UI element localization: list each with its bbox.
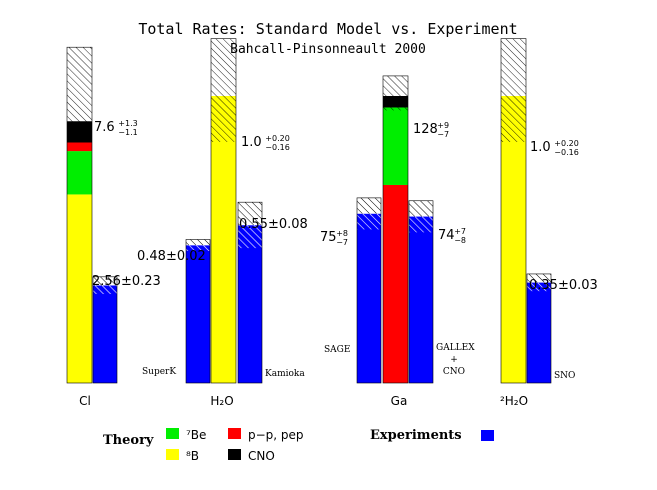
experiment-error-upper-hatch — [527, 273, 551, 283]
experiment-name-sage: SAGE — [324, 345, 350, 355]
experiment-error-lower-hatch — [527, 282, 551, 292]
experiment-sage-value-err-up: +8 — [336, 229, 348, 238]
theory-bar-outline — [66, 46, 93, 384]
theory-bar-outline — [382, 75, 409, 384]
category-label: Cl — [79, 394, 91, 408]
experiment-cl-value: 2.56±0.23 — [92, 274, 161, 289]
theory-ga-value: 128 — [413, 122, 438, 137]
experiment-name-gallex: GALLEX — [436, 343, 475, 353]
theory-cl-value-err-down: −1.1 — [118, 128, 137, 137]
legend-label-b8: ⁸B — [186, 449, 199, 463]
experiment-bar — [186, 245, 210, 383]
experiment-error-lower-hatch — [186, 245, 210, 251]
legend-label-cno: CNO — [248, 449, 275, 463]
chart-title: Total Rates: Standard Model vs. Experime… — [138, 20, 517, 38]
theory-uncertainty-band — [211, 38, 236, 142]
theory-cl-value: 7.6 — [94, 120, 115, 135]
theory-d2o-value-err-up: +0.20 — [554, 139, 579, 148]
theory-b8-segment — [501, 96, 526, 383]
experiment-sno-value: 0.35±0.03 — [529, 278, 598, 293]
theory-b8-segment — [67, 194, 92, 383]
legend-experiments-title: Experiments — [370, 428, 462, 443]
experiment-bar-outline — [185, 239, 211, 384]
experiment-bar-outline — [356, 197, 382, 384]
experiment-error-lower-hatch — [409, 216, 433, 233]
experiment-bar-outline — [237, 201, 263, 384]
legend-label-pp: p−p, pep — [248, 428, 304, 442]
theory-b8-segment — [211, 96, 236, 383]
experiment-gallex-value-err-up: +7 — [454, 227, 466, 236]
experiment-bar — [357, 213, 381, 383]
legend-swatch-pp — [228, 428, 241, 439]
legend-swatch-be7 — [166, 428, 179, 439]
theory-uncertainty-band — [67, 47, 92, 140]
experiment-error-lower-hatch — [357, 213, 381, 230]
experiment-kamioka-value: 0.55±0.08 — [239, 217, 308, 232]
theory-pp-segment — [67, 142, 92, 152]
experiment-name-gallex-cno: CNO — [443, 367, 465, 377]
experiment-error-upper-hatch — [357, 197, 381, 214]
experiment-error-upper-hatch — [93, 276, 117, 286]
experiment-error-upper-hatch — [409, 200, 433, 217]
legend-label-be7: ⁷Be — [186, 428, 206, 442]
experiment-bar — [93, 285, 117, 383]
experiment-bar — [409, 216, 433, 383]
experiment-name-superk: SuperK — [142, 367, 176, 377]
experiment-bar-outline — [92, 276, 118, 384]
experiment-gallex-value: 74 — [438, 228, 455, 243]
experiment-error-lower-hatch — [93, 285, 117, 295]
theory-cl-value-err-up: +1.3 — [118, 119, 137, 128]
experiment-sage-value-err-down: −7 — [336, 238, 348, 247]
theory-ga-value-err-up: +9 — [437, 121, 449, 130]
theory-be7-segment — [67, 151, 92, 195]
theory-d2o-value-err-down: −0.16 — [554, 148, 579, 157]
experiment-gallex-value-err-down: −8 — [454, 236, 466, 245]
category-label: H₂O — [210, 394, 233, 408]
experiment-name-gallex-plus: + — [450, 355, 458, 365]
theory-be7-segment — [383, 107, 408, 185]
theory-h2o-value-err-up: +0.20 — [265, 134, 290, 143]
theory-h2o-value: 1.0 — [241, 135, 262, 150]
experiment-bar — [238, 225, 262, 383]
legend-swatch-experiment — [481, 430, 494, 441]
experiment-error-lower-hatch — [238, 225, 262, 249]
theory-bar-outline — [500, 38, 527, 384]
theory-uncertainty-band — [383, 75, 408, 111]
experiment-superk-value: 0.48±0.02 — [137, 249, 206, 264]
category-label: ²H₂O — [500, 394, 528, 408]
experiment-error-upper-hatch — [238, 202, 262, 226]
legend-theory-title: Theory — [103, 433, 154, 448]
chart-subtitle: Bahcall-Pinsonneault 2000 — [230, 42, 426, 57]
theory-d2o-value: 1.0 — [530, 140, 551, 155]
legend-swatch-b8 — [166, 449, 179, 460]
experiment-bar-outline — [408, 200, 434, 384]
theory-h2o-value-err-down: −0.16 — [265, 143, 290, 152]
experiment-sage-value: 75 — [320, 230, 337, 245]
experiment-name-sno: SNO — [554, 371, 575, 381]
theory-pp-segment — [383, 184, 408, 383]
experiment-bar-outline — [526, 273, 552, 384]
experiment-bar — [527, 282, 551, 383]
experiment-name-kamioka: Kamioka — [265, 369, 305, 379]
legend: Theory ⁷Be p−p, pep ⁸B CNO Experiments — [103, 428, 494, 463]
theory-uncertainty-band — [501, 38, 526, 142]
theory-bar-outline — [210, 38, 237, 384]
legend-swatch-cno — [228, 449, 241, 460]
category-label: Ga — [391, 394, 408, 408]
bars-layer — [66, 38, 552, 384]
theory-ga-value-err-down: −7 — [437, 130, 449, 139]
experiment-error-upper-hatch — [186, 239, 210, 246]
